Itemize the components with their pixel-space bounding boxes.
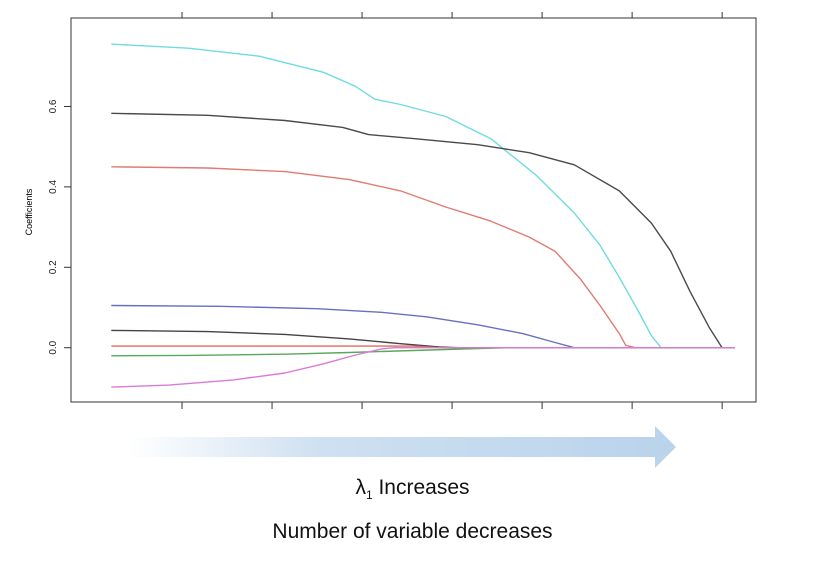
- lambda-caption-text: Increases: [372, 476, 470, 499]
- series-line-3: [111, 166, 735, 349]
- arrow-shape: [128, 426, 676, 468]
- series-line-4: [111, 304, 735, 349]
- plot-frame: [70, 17, 757, 403]
- variable-caption-text: Number of variable decreases: [272, 520, 553, 543]
- y-axis-label: Coefficients: [24, 188, 34, 235]
- variable-caption: Number of variable decreases: [0, 520, 825, 544]
- lambda-caption: λ1 Increases: [0, 476, 825, 502]
- y-tick-label: 0.4: [48, 179, 59, 193]
- y-tick-label: 0.0: [48, 340, 59, 354]
- series-line-8: [111, 347, 735, 388]
- y-axis-label-text: Coefficients: [24, 188, 34, 235]
- series-line-2: [111, 112, 735, 349]
- lambda-subscript: 1: [365, 488, 373, 503]
- y-tick-label: 0.2: [48, 260, 59, 274]
- increase-arrow: [128, 426, 676, 468]
- y-tick-label: 0.6: [48, 99, 59, 113]
- series-line-1: [111, 43, 703, 349]
- chart-series: [111, 43, 735, 388]
- lambda-symbol: λ: [355, 476, 366, 499]
- chart-axes: 0.0 0.2 0.4 0.6: [48, 12, 757, 409]
- series-line-7: [111, 347, 735, 357]
- series-line-5: [111, 329, 735, 349]
